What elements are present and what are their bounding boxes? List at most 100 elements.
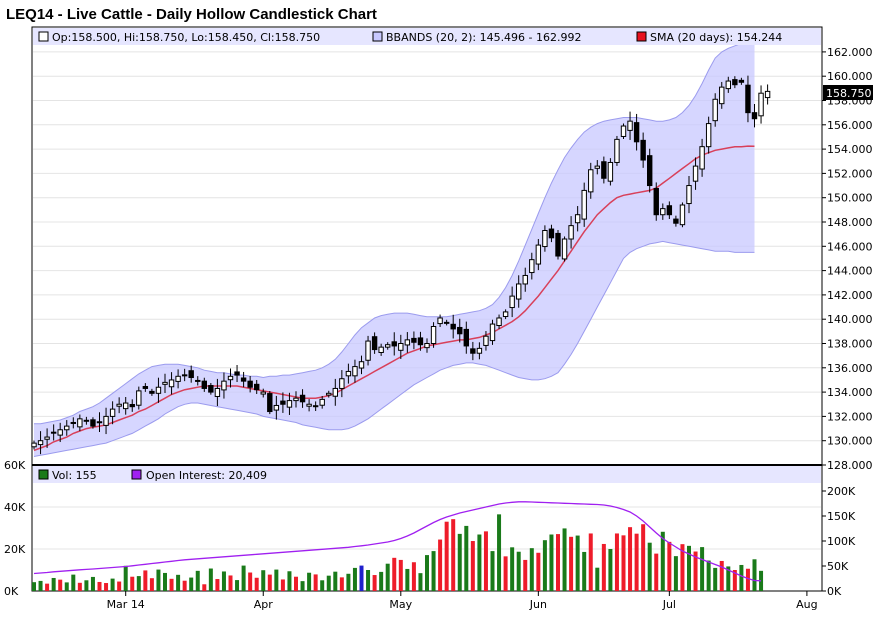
- candle-body: [286, 400, 293, 408]
- candle: [371, 332, 378, 354]
- volume-bar: [660, 531, 665, 591]
- volume-bar: [667, 541, 672, 591]
- volume-bar: [254, 577, 259, 591]
- volume-bar: [228, 575, 233, 591]
- price-tick-label: 132.000: [827, 410, 873, 423]
- volume-bar: [110, 578, 115, 591]
- bollinger-upper-line: [34, 39, 755, 425]
- candle: [758, 85, 764, 124]
- price-legend-strip: [33, 28, 821, 45]
- candle-body: [378, 346, 384, 353]
- volume-bar: [582, 551, 587, 591]
- candle: [195, 376, 201, 386]
- volume-bar: [339, 577, 344, 591]
- candle: [627, 111, 633, 140]
- candle: [738, 77, 745, 85]
- volume-bar: [274, 569, 279, 591]
- volume-tick-label: 20K: [4, 543, 26, 556]
- candle-body: [555, 232, 561, 257]
- volume-bar: [549, 534, 554, 591]
- candle-body: [391, 341, 397, 347]
- volume-bar: [104, 583, 109, 591]
- price-gridlines: [33, 51, 821, 442]
- candle: [673, 215, 679, 227]
- volume-bar: [117, 581, 122, 591]
- sma-line: [33, 145, 755, 452]
- bollinger-band: [33, 39, 755, 457]
- volume-bar: [169, 578, 174, 591]
- volume-bar: [71, 574, 76, 591]
- candle: [640, 132, 646, 168]
- candle: [90, 417, 96, 429]
- oi-legend-swatch: [131, 469, 142, 480]
- candle: [443, 319, 450, 326]
- volume-bar: [208, 568, 213, 591]
- candle: [516, 275, 522, 308]
- open-interest-path: [33, 501, 762, 582]
- volume-bar: [51, 577, 56, 591]
- chart-title: LEQ14 - Live Cattle - Daily Hollow Candl…: [6, 6, 377, 23]
- candle: [588, 162, 594, 199]
- candle: [260, 388, 266, 398]
- candle: [594, 160, 600, 175]
- candle: [699, 138, 705, 177]
- candle: [64, 420, 70, 436]
- volume-bar: [333, 571, 338, 591]
- volume-bar: [490, 551, 495, 591]
- candle-body: [129, 403, 135, 408]
- candle: [751, 103, 758, 128]
- candle-body: [195, 379, 201, 382]
- candle-body: [542, 230, 548, 248]
- volume-bar: [294, 576, 298, 591]
- candle: [365, 335, 371, 366]
- candle-body: [548, 228, 555, 239]
- candle: [548, 224, 555, 243]
- volume-bar: [372, 575, 377, 591]
- volume-bar: [136, 576, 141, 591]
- price-tick-label: 156.000: [827, 119, 873, 132]
- candle-body: [168, 379, 175, 388]
- price-tick-label: 150.000: [827, 192, 873, 205]
- candle-body: [116, 403, 122, 407]
- candle-body: [614, 138, 620, 163]
- volume-bar: [77, 582, 82, 591]
- candle: [476, 342, 483, 360]
- ohlc-legend-swatch: [38, 31, 49, 42]
- volume-bar: [359, 565, 364, 591]
- volume-bar: [759, 570, 764, 591]
- volume-bar: [195, 570, 200, 591]
- volume-bar: [700, 547, 705, 591]
- candle: [188, 365, 194, 383]
- volume-bar: [693, 551, 698, 591]
- volume-bar: [503, 556, 508, 591]
- candle-body: [31, 442, 37, 448]
- volume-legend-strip: [33, 466, 821, 483]
- candle-body: [96, 421, 103, 424]
- candle-body: [561, 238, 568, 260]
- candle-body: [529, 259, 535, 274]
- candle: [561, 236, 568, 262]
- candle-body: [83, 419, 90, 422]
- candle: [555, 229, 561, 260]
- candle: [70, 417, 76, 429]
- candle-body: [483, 335, 489, 346]
- candle: [57, 422, 63, 443]
- volume-bar: [470, 541, 475, 591]
- candle: [705, 116, 712, 154]
- volume-bar: [628, 527, 633, 591]
- candle-body: [699, 146, 705, 170]
- volume-bar: [451, 519, 456, 591]
- candle: [227, 368, 234, 388]
- volume-bar: [425, 555, 429, 591]
- volume-bar: [235, 580, 240, 591]
- candle-body: [430, 325, 437, 344]
- candle: [77, 414, 83, 432]
- candle-body: [181, 374, 188, 377]
- x-tick-label: May: [389, 598, 412, 611]
- candle: [529, 252, 535, 280]
- candle: [764, 84, 771, 105]
- candle-body: [660, 208, 666, 216]
- candle: [109, 401, 116, 425]
- candle-body: [358, 361, 365, 369]
- oi-legend: Open Interest: 20,409: [146, 469, 267, 482]
